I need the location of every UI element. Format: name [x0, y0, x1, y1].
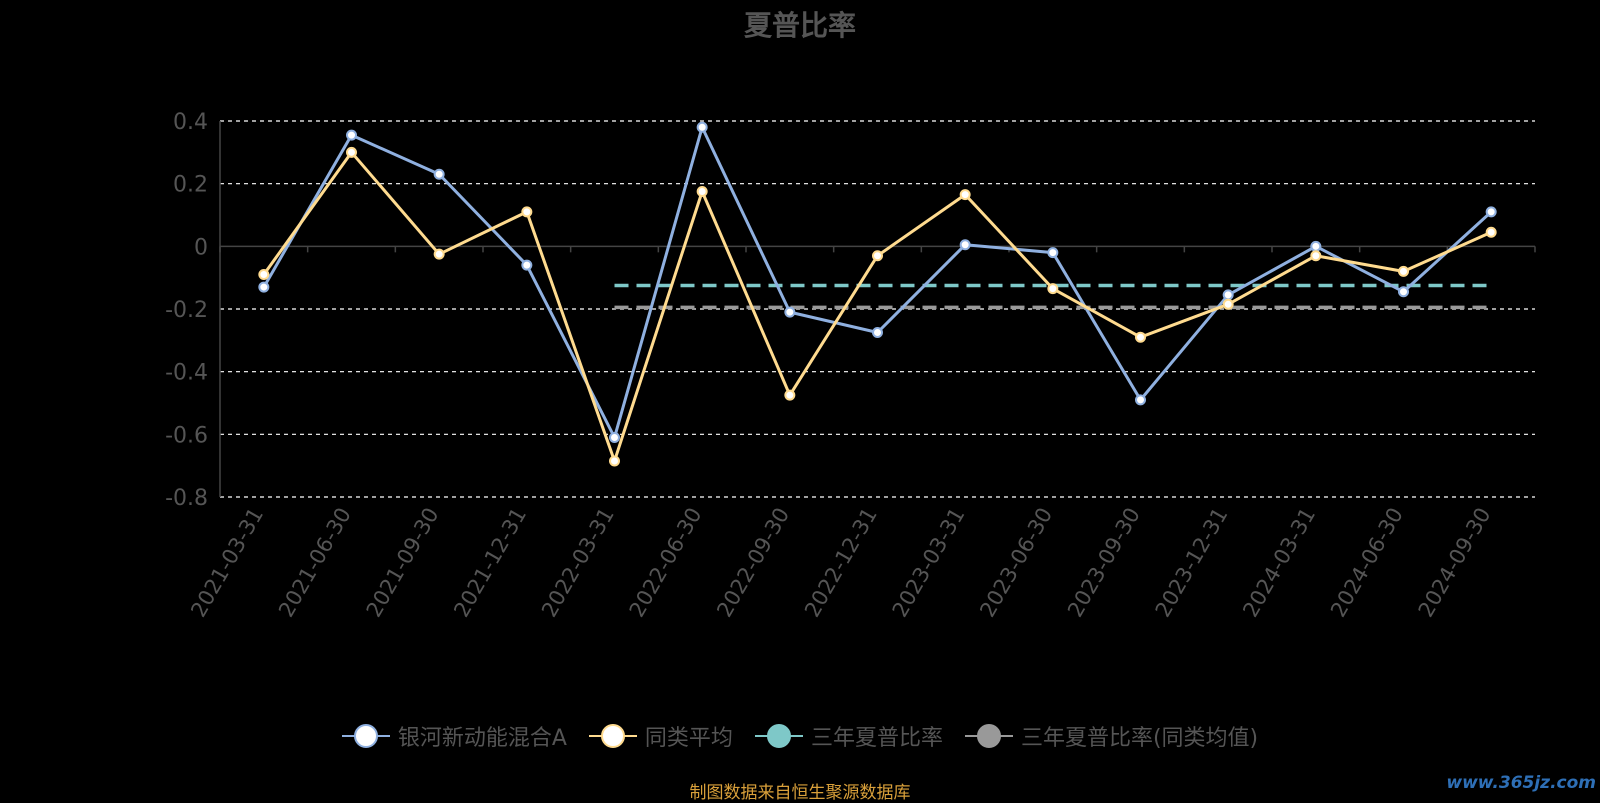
data-point	[959, 189, 971, 201]
x-tick-label: 2022-09-30	[712, 504, 794, 622]
x-tick-label: 2023-03-31	[888, 504, 970, 622]
legend-label-three-year-sharpe-category: 三年夏普比率(同类均值)	[1020, 726, 1259, 751]
x-tick-label: 2021-09-30	[362, 503, 444, 621]
x-tick-label: 2023-09-30	[1063, 504, 1145, 622]
y-tick-label: 0.4	[173, 110, 208, 135]
data-point	[696, 186, 708, 197]
data-point	[1222, 289, 1234, 301]
legend-item-three-year-sharpe[interactable]: 三年夏普比率	[754, 720, 943, 752]
y-tick-label: -0.8	[165, 486, 208, 511]
legend-label-three-year-sharpe: 三年夏普比率	[810, 726, 943, 751]
y-tick-label: 0	[194, 235, 208, 260]
x-tick-label: 2021-06-30	[274, 504, 356, 622]
data-point	[521, 259, 533, 271]
x-tick-label: 2021-03-31	[186, 504, 268, 622]
legend-swatch-three-year-sharpe-category	[964, 723, 1013, 749]
x-tick-label: 2022-06-30	[625, 504, 707, 622]
data-point	[609, 455, 620, 467]
data-point	[433, 248, 445, 260]
y-tick-label: -0.6	[165, 423, 208, 448]
data-point	[1398, 265, 1409, 277]
legend-item-fund[interactable]: 银河新动能混合A	[341, 720, 567, 752]
data-point	[1310, 240, 1322, 252]
data-point	[258, 281, 270, 293]
data-point	[1485, 226, 1497, 238]
legend-item-category-average[interactable]: 同类平均	[588, 720, 733, 752]
legend-label-fund: 银河新动能混合A	[397, 726, 567, 751]
x-tick-label: 2021-12-31	[449, 504, 531, 622]
x-tick-label: 2022-12-31	[800, 504, 882, 622]
legend-label-category-average: 同类平均	[644, 726, 733, 751]
data-point	[346, 146, 357, 158]
data-point	[872, 250, 883, 262]
data-point	[433, 168, 445, 180]
legend-swatch-fund	[341, 723, 390, 749]
data-point	[258, 269, 270, 281]
chart-legend: 银河新动能混合A 同类平均 三年夏普比率 三年夏普比率(同类均值)	[0, 716, 1600, 756]
x-tick-label: 2023-12-31	[1151, 504, 1233, 622]
data-point	[1398, 286, 1409, 298]
data-point	[1135, 331, 1146, 343]
data-point	[1485, 206, 1497, 218]
x-tick-label: 2024-09-30	[1414, 504, 1496, 622]
x-tick-label: 2024-03-31	[1238, 504, 1320, 622]
data-point	[346, 129, 357, 141]
data-point	[521, 206, 533, 218]
x-tick-label: 2024-06-30	[1326, 504, 1408, 622]
y-tick-label: -0.4	[165, 361, 208, 386]
watermark: www.365jz.com	[1446, 773, 1596, 793]
data-point	[1047, 283, 1059, 295]
data-point	[784, 306, 796, 318]
x-tick-label: 2023-06-30	[975, 504, 1057, 622]
data-point	[872, 327, 883, 338]
series-line	[262, 125, 1493, 439]
data-point	[959, 239, 971, 251]
data-point	[1310, 250, 1322, 262]
legend-swatch-three-year-sharpe	[754, 723, 803, 749]
y-tick-label: 0.2	[173, 173, 208, 198]
data-point	[1222, 298, 1234, 310]
x-tick-label: 2022-03-31	[537, 504, 619, 622]
legend-item-three-year-sharpe-category[interactable]: 三年夏普比率(同类均值)	[964, 720, 1259, 752]
y-tick-label: -0.2	[165, 298, 208, 323]
data-point	[784, 389, 796, 401]
chart-title: 夏普比率	[743, 9, 856, 42]
data-point	[1047, 247, 1059, 259]
data-point	[1135, 394, 1146, 406]
data-source-note: 制图数据来自恒生聚源数据库	[689, 783, 911, 803]
data-point	[696, 121, 708, 133]
legend-swatch-category-average	[588, 723, 637, 749]
data-point	[609, 431, 620, 443]
